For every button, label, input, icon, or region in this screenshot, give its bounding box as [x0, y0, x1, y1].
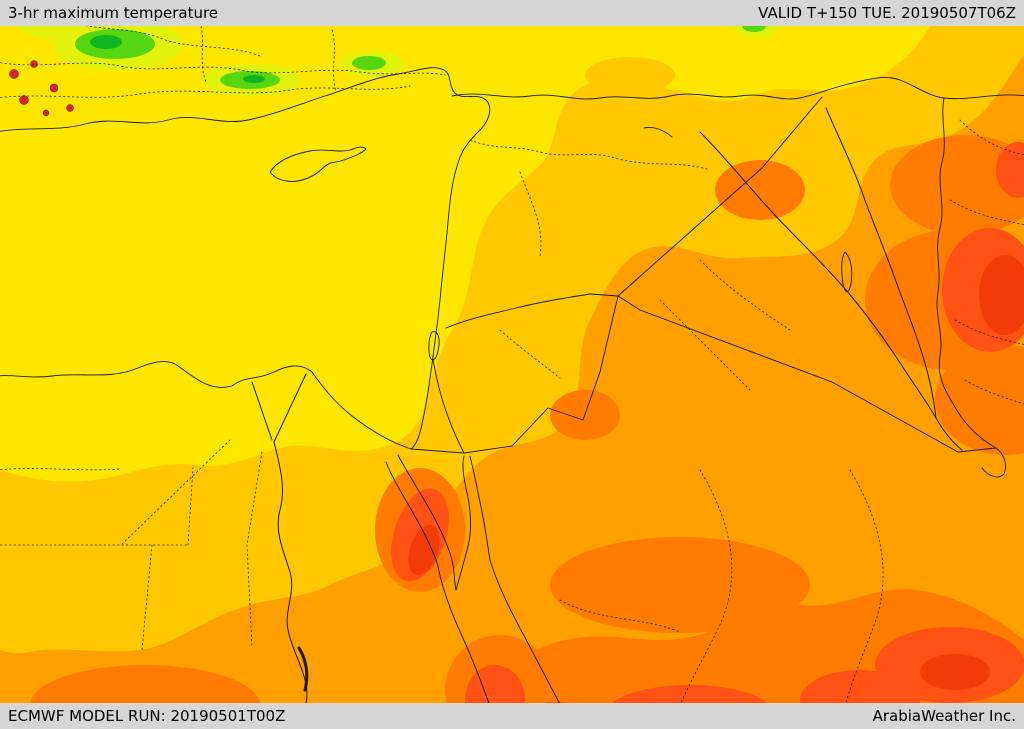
- dead-sea-outline: [428, 331, 440, 361]
- egypt-admin-line: [0, 468, 121, 471]
- saudi-admin-line: [839, 469, 884, 729]
- jordan-saudi-border: [463, 295, 619, 454]
- sinai-west-coast: [397, 454, 457, 591]
- israel-jordan-border: [432, 358, 465, 454]
- shatt-al-arab: [935, 417, 963, 451]
- iraq-saudi-border: [617, 295, 997, 453]
- kuwait-border: [981, 447, 1007, 478]
- egypt-israel-border: [410, 448, 465, 454]
- cyprus-coastline: [269, 146, 367, 182]
- tigris-river: [825, 107, 937, 419]
- header-bar: 3-hr maximum temperature VALID T+150 TUE…: [0, 0, 1024, 26]
- gulf-of-suez-west-coast: [385, 461, 499, 729]
- sinai-east-coast: [455, 455, 472, 591]
- euphrates-river: [699, 131, 937, 419]
- attribution-label: ArabiaWeather Inc.: [872, 707, 1016, 725]
- syria-jordan-border: [445, 293, 619, 329]
- saudi-admin-line: [559, 599, 681, 633]
- turkey-admin-line: [331, 29, 337, 93]
- syria-iraq-border: [617, 96, 823, 297]
- syria-admin-line: [469, 139, 711, 171]
- lake-assad-outline: [643, 127, 673, 138]
- nile-delta-branch-west: [251, 381, 273, 441]
- egypt-admin-line: [0, 467, 194, 546]
- aegean-islands: [9, 60, 74, 117]
- turkey-admin-line: [0, 85, 411, 99]
- footer-bar: ECMWF MODEL RUN: 20190501T00Z ArabiaWeat…: [0, 703, 1024, 729]
- iraq-admin-line: [659, 259, 791, 391]
- turkey-south-border: [451, 77, 1024, 100]
- map-title: 3-hr maximum temperature: [8, 4, 219, 22]
- rivers: [251, 107, 963, 729]
- egypt-admin-line: [246, 451, 263, 649]
- mediterranean-coastline: [0, 67, 491, 450]
- model-run-label: ECMWF MODEL RUN: 20190501T00Z: [8, 707, 286, 725]
- iran-admin-line: [949, 119, 1024, 405]
- admin-boundaries-dotted: [0, 17, 1024, 729]
- turkey-admin-line: [0, 62, 446, 76]
- syria-admin-line: [519, 171, 542, 257]
- band-cool-green-dark: [90, 35, 265, 83]
- iraq-iran-border: [936, 97, 997, 449]
- valid-time-label: VALID T+150 TUE. 20190507T06Z: [758, 4, 1016, 22]
- turkey-admin-line: [199, 21, 207, 83]
- band-red-core: [408, 255, 1024, 729]
- lake-nasser: [297, 646, 309, 692]
- nile-delta-branch-east: [273, 373, 307, 443]
- saudi-admin-line: [671, 469, 733, 729]
